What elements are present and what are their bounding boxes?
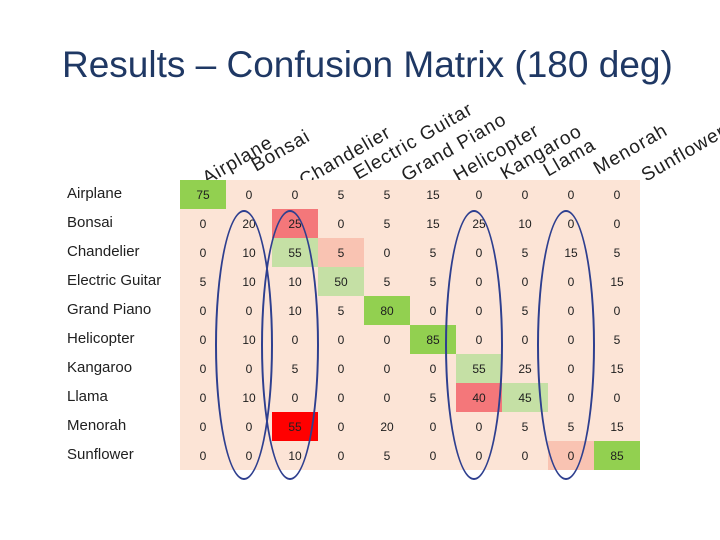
matrix-cell: 0: [594, 209, 640, 238]
matrix-cell: 0: [318, 412, 364, 441]
matrix-cell: 0: [318, 441, 364, 470]
matrix-cell: 5: [502, 412, 548, 441]
matrix-cell: 5: [364, 441, 410, 470]
matrix-cell: 5: [594, 325, 640, 354]
matrix-cell: 20: [364, 412, 410, 441]
matrix-cell: 0: [502, 441, 548, 470]
matrix-cell: 0: [456, 180, 502, 209]
matrix-cell: 80: [364, 296, 410, 325]
matrix-cell: 0: [410, 441, 456, 470]
circle-kangaroo-column: [445, 210, 503, 480]
column-headers: Airplane Bonsai Chandelier Electric Guitar G…: [0, 0, 720, 191]
matrix-cell: 0: [548, 180, 594, 209]
matrix-cell: 0: [180, 441, 226, 470]
matrix-cell: 0: [318, 325, 364, 354]
matrix-cell: 0: [594, 383, 640, 412]
row-label-grand-piano: Grand Piano: [67, 301, 152, 318]
row-label-menorah: Menorah: [67, 417, 127, 434]
matrix-cell: 5: [594, 238, 640, 267]
matrix-cell: 15: [410, 180, 456, 209]
row-label-electric-guitar: Electric Guitar: [67, 272, 162, 289]
row-label-kangaroo: Kangaroo: [67, 359, 133, 376]
matrix-cell: 5: [318, 296, 364, 325]
matrix-cell: 0: [318, 383, 364, 412]
matrix-cell: 0: [364, 325, 410, 354]
matrix-cell: 0: [594, 296, 640, 325]
matrix-cell: 0: [594, 180, 640, 209]
matrix-cell: 15: [410, 209, 456, 238]
matrix-cell: 5: [318, 238, 364, 267]
matrix-cell: 0: [180, 209, 226, 238]
matrix-cell: 0: [318, 354, 364, 383]
matrix-cell: 85: [594, 441, 640, 470]
matrix-cell: 0: [180, 412, 226, 441]
matrix-cell: 5: [364, 209, 410, 238]
slide-title: Results – Confusion Matrix (180 deg): [62, 44, 673, 85]
matrix-cell: 15: [594, 267, 640, 296]
matrix-cell: 0: [502, 180, 548, 209]
matrix-cell: 0: [318, 209, 364, 238]
row-label-llama: Llama: [67, 388, 108, 405]
matrix-cell: 75: [180, 180, 226, 209]
matrix-cell: 50: [318, 267, 364, 296]
matrix-cell: 0: [410, 412, 456, 441]
row-label-helicopter: Helicopter: [67, 330, 135, 347]
circle-chandelier-column: [261, 210, 319, 480]
matrix-cell: 0: [364, 238, 410, 267]
row-label-sunflower: Sunflower: [67, 446, 134, 463]
matrix-cell: 5: [364, 267, 410, 296]
row-label-airplane: Airplane: [67, 185, 123, 202]
matrix-cell: 5: [502, 238, 548, 267]
matrix-cell: 0: [364, 354, 410, 383]
matrix-cell: 5: [318, 180, 364, 209]
circle-menorah-column: [537, 210, 595, 480]
row-label-bonsai: Bonsai: [67, 214, 113, 231]
row-label-chandelier: Chandelier: [67, 243, 140, 260]
matrix-cell: 15: [594, 412, 640, 441]
matrix-cell: 10: [502, 209, 548, 238]
matrix-cell: 0: [272, 180, 318, 209]
matrix-cell: 15: [594, 354, 640, 383]
matrix-cell: 5: [364, 180, 410, 209]
matrix-cell: 0: [364, 383, 410, 412]
matrix-cell: 0: [180, 238, 226, 267]
matrix-cell: 5: [410, 238, 456, 267]
matrix-cell: 0: [226, 180, 272, 209]
